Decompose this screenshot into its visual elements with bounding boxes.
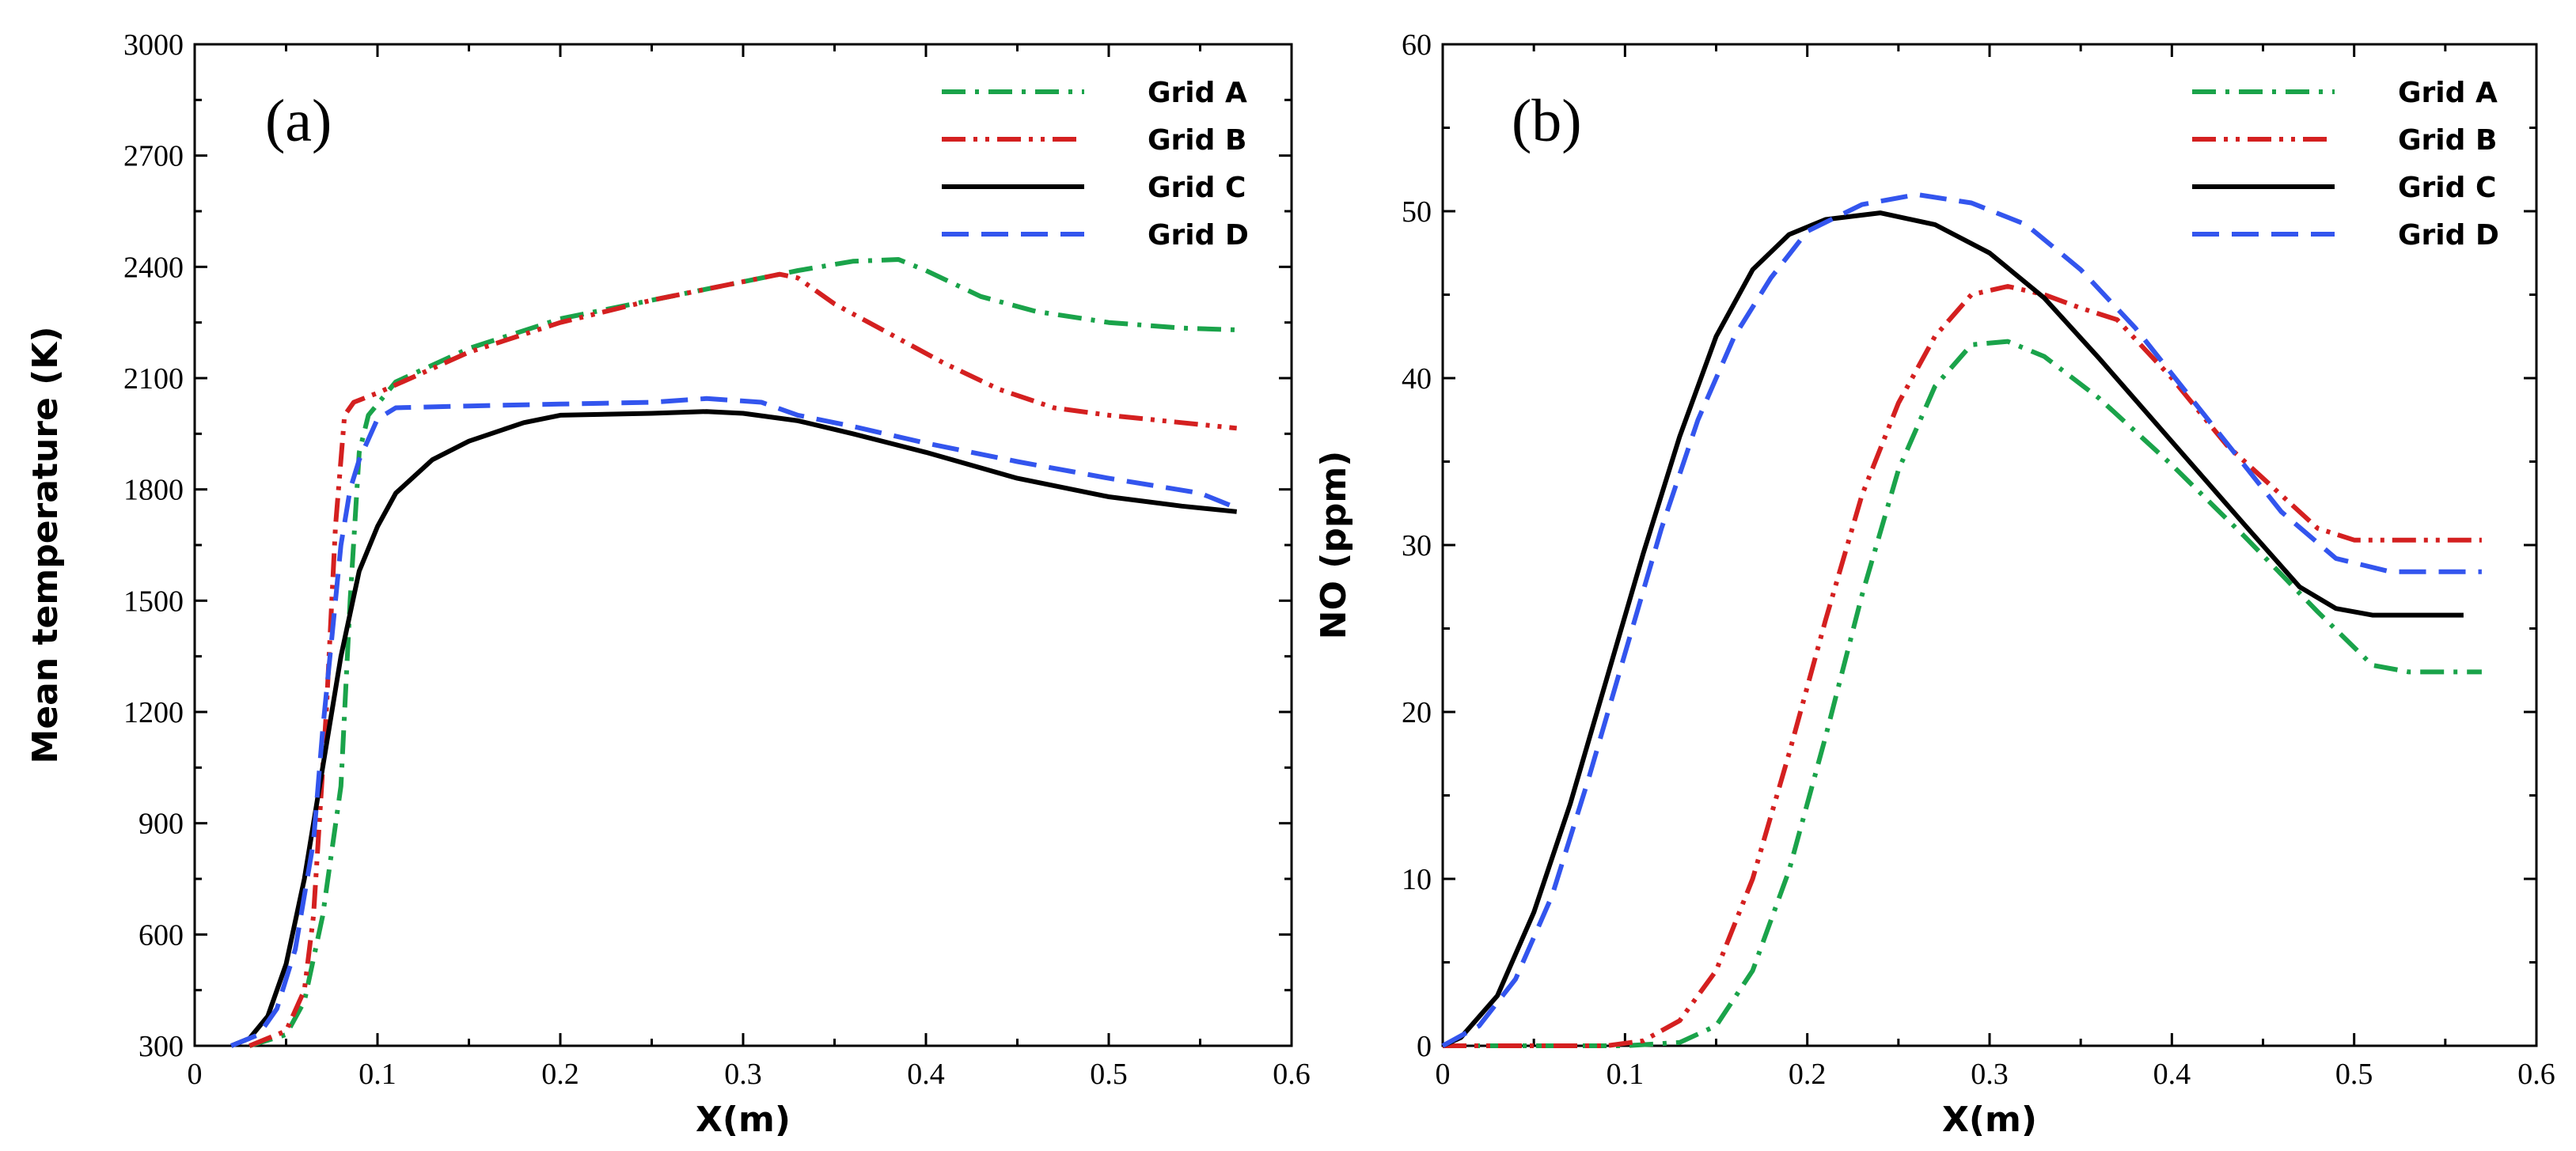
y-tick-label: 300: [138, 1030, 184, 1063]
y-tick-label: 20: [1402, 696, 1432, 729]
x-tick-label: 0.1: [359, 1058, 396, 1091]
x-tick-label: 0.4: [2153, 1058, 2191, 1091]
legend-label: Grid D: [2398, 219, 2499, 252]
legend-label: Grid D: [1148, 219, 1249, 252]
series-line-grid-c: [1441, 210, 2464, 1048]
y-tick-label: 60: [1402, 28, 1432, 62]
x-tick-label: 0.4: [907, 1058, 945, 1091]
x-tick-label: 0: [188, 1058, 203, 1091]
legend-label: Grid A: [2398, 77, 2498, 109]
series-line-grid-b: [248, 271, 1238, 1048]
x-tick-label: 0.1: [1607, 1058, 1645, 1091]
panel-b: 0 0.1 0.2 0.3 0.4 0.5 0.6 0 10 20 30 40 50 60 X(m) NO (…: [1314, 28, 2555, 1140]
x-tick-label: 0.6: [1273, 1058, 1311, 1091]
legend-label: Grid B: [2398, 124, 2497, 157]
y-tick-label: 40: [1402, 362, 1432, 396]
plot-frame: [193, 43, 1293, 1047]
x-tick-label: 0.6: [2517, 1058, 2555, 1091]
series-line-grid-a: [1443, 339, 2482, 1048]
x-axis-title: X(m): [696, 1100, 791, 1140]
legend-label: Grid A: [1148, 77, 1247, 109]
x-tick-label: 0.3: [1971, 1058, 2009, 1091]
y-tick-label: 50: [1402, 195, 1432, 229]
y-tick-label: 3000: [123, 28, 184, 62]
y-tick-label: 10: [1402, 863, 1432, 896]
panel-label: (b): [1512, 88, 1582, 154]
x-tick-label: 0.5: [2335, 1058, 2373, 1091]
y-tick-label: 0: [1417, 1030, 1432, 1063]
legend-label: Grid C: [1148, 172, 1246, 204]
x-tick-label: 0.2: [541, 1058, 579, 1091]
series-line-grid-d: [230, 396, 1238, 1048]
series-line-grid-d: [1441, 191, 2482, 1048]
legend-label: Grid C: [2398, 172, 2496, 204]
series-line-grid-a: [248, 257, 1237, 1048]
panel-a: 0 0.1 0.2 0.3 0.4 0.5 0.6 300 600 900 1200 1500 1800…: [25, 28, 1311, 1140]
panel-label: (a): [265, 88, 332, 154]
y-tick-label: 1200: [123, 696, 184, 729]
y-tick-label: 600: [138, 918, 184, 952]
y-tick-label: 900: [138, 808, 184, 841]
y-axis-title: NO (ppm): [1314, 451, 1354, 640]
y-tick-label: 2700: [123, 140, 184, 173]
y-tick-label: 1800: [123, 474, 184, 507]
x-tick-label: 0: [1436, 1058, 1451, 1091]
series-line-grid-b: [1443, 284, 2482, 1048]
x-tick-label: 0.5: [1090, 1058, 1128, 1091]
y-tick-label: 2400: [123, 251, 184, 284]
x-axis-title: X(m): [1942, 1100, 2037, 1140]
x-tick-label: 0.3: [724, 1058, 762, 1091]
plot-frame: [1441, 43, 2538, 1047]
y-axis-title: Mean temperature (K): [25, 327, 66, 764]
y-tick-label: 30: [1402, 529, 1432, 562]
series-line-grid-c: [230, 409, 1238, 1048]
legend-label: Grid B: [1148, 124, 1246, 157]
x-tick-label: 0.2: [1789, 1058, 1827, 1091]
y-tick-label: 1500: [123, 585, 184, 618]
y-tick-label: 2100: [123, 362, 184, 396]
